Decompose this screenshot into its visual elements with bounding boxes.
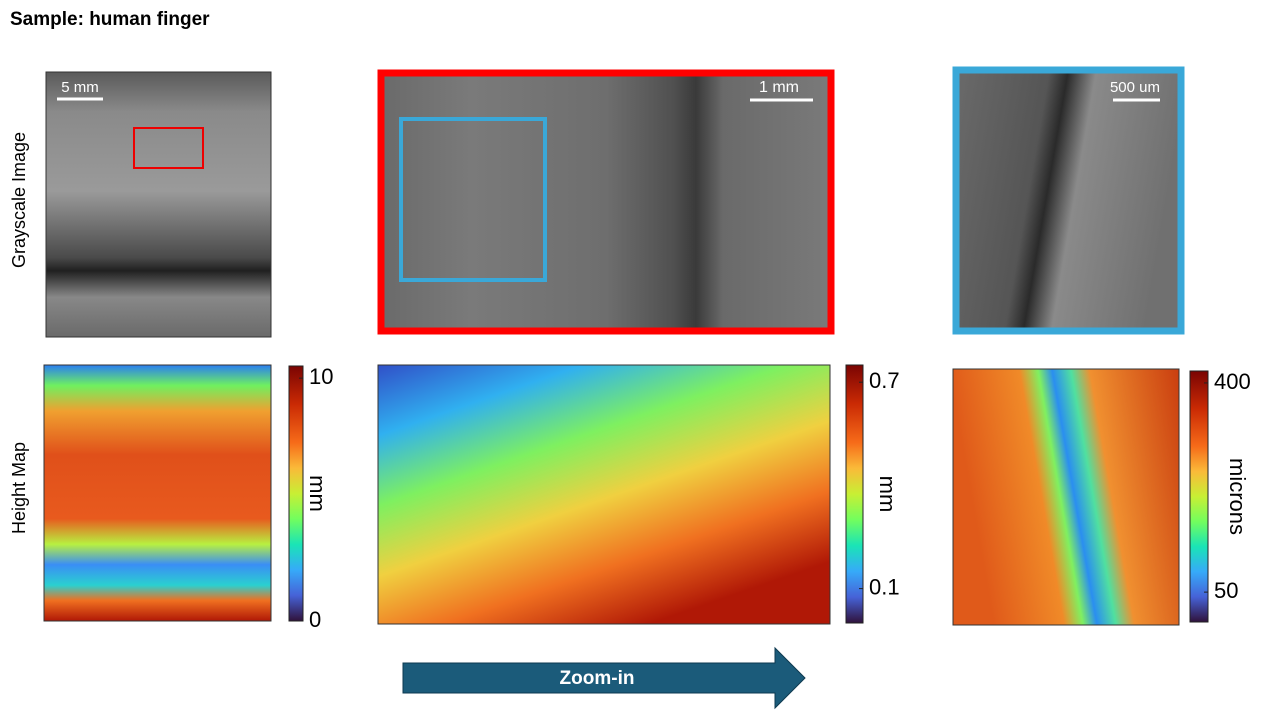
colorbar: [1189, 370, 1209, 623]
height-map: [952, 368, 1180, 626]
zoom-box: [399, 117, 547, 282]
colorbar: [288, 365, 304, 622]
height-map: [43, 364, 272, 622]
colorbar: [845, 364, 864, 624]
row-label: Grayscale Image: [9, 132, 29, 268]
scale-bar-label: 1 mm: [759, 79, 799, 96]
row-label: Height Map: [9, 442, 29, 534]
colorbar-tick-label: 50: [1214, 578, 1238, 603]
scale-bar-label: 500 um: [1110, 79, 1160, 96]
zoom-box: [133, 127, 204, 169]
grayscale-image: [45, 71, 272, 338]
colorbar-tick-label: 0: [309, 607, 321, 632]
scale-bar-label: 5 mm: [61, 79, 99, 96]
colorbar-label: microns: [1225, 458, 1250, 535]
colorbar-label: mm: [875, 476, 900, 513]
colorbar-tick-label: 10: [309, 364, 333, 389]
height-map: [377, 364, 831, 625]
grayscale-image: [377, 69, 835, 335]
colorbar-tick-label: 0.7: [869, 368, 900, 393]
colorbar-tick-label: 0.1: [869, 574, 900, 599]
figure-title: Sample: human finger: [10, 9, 210, 30]
colorbar-label: mm: [305, 475, 330, 512]
zoom-arrow: [402, 646, 806, 710]
colorbar-tick-label: 400: [1214, 369, 1251, 394]
arrow-label: Zoom-in: [560, 668, 635, 689]
grayscale-image: [952, 66, 1185, 335]
